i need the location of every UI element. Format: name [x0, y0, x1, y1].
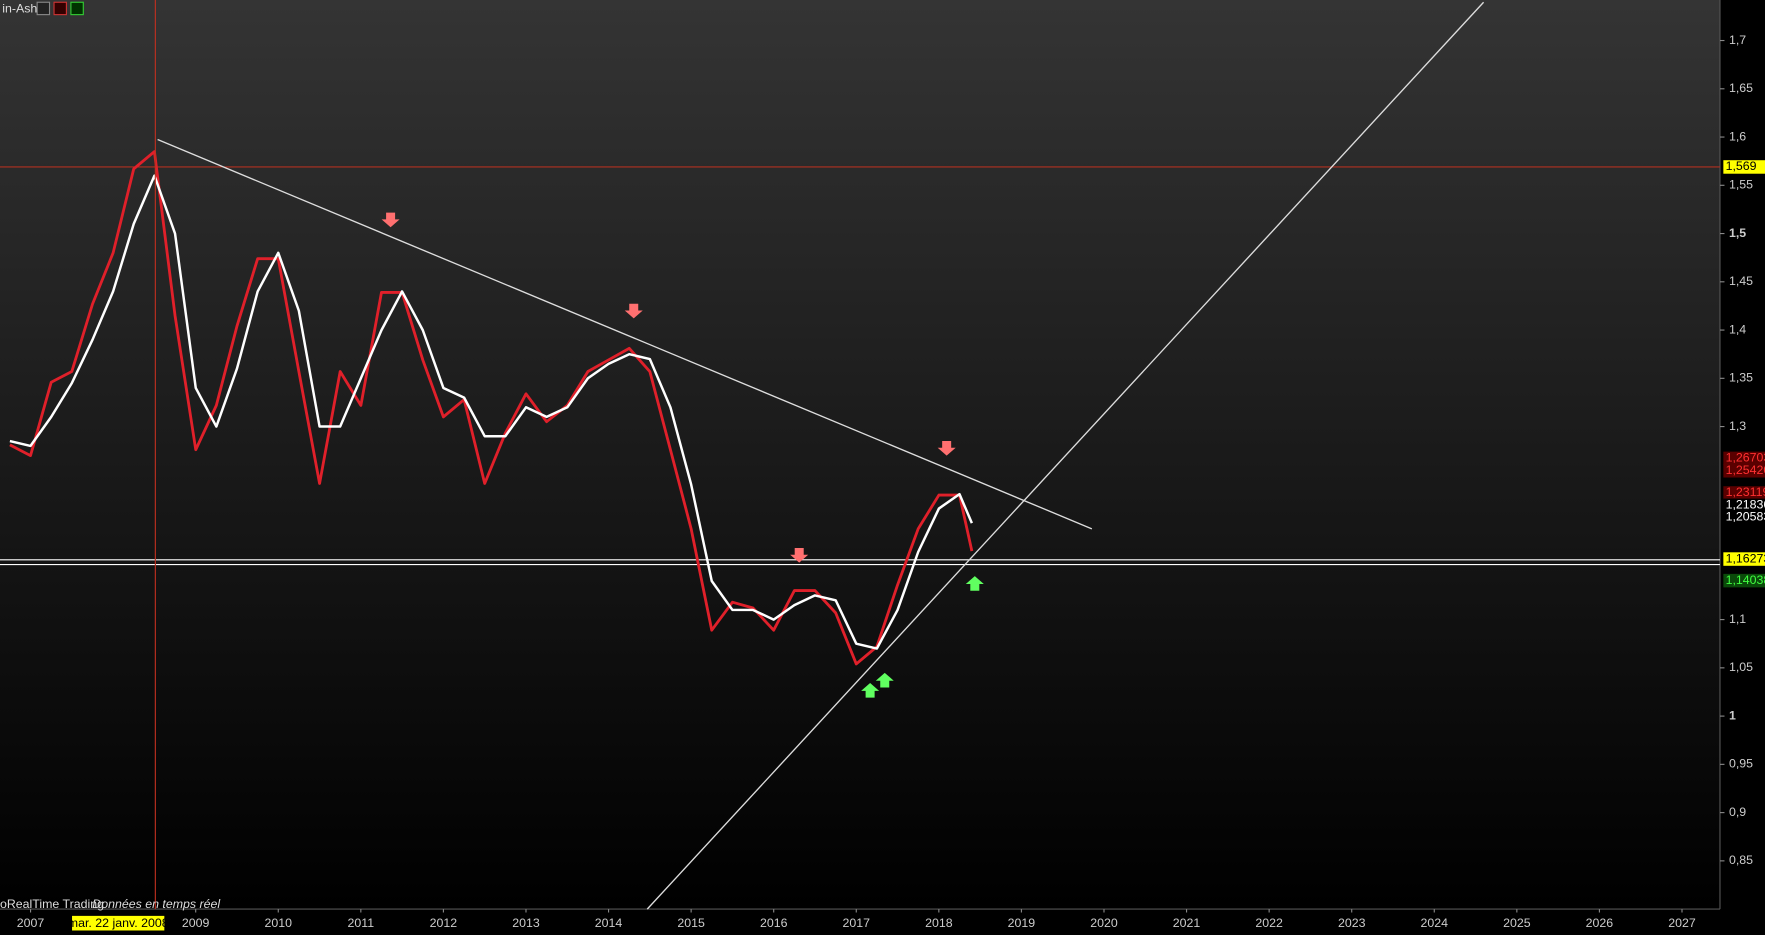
- price-label: 1,14038: [1726, 573, 1765, 587]
- price-label-box: [1723, 552, 1765, 566]
- price-label: 1,25420: [1726, 463, 1765, 477]
- x-tick-label: 2012: [430, 916, 458, 930]
- trend-line: [157, 138, 1093, 530]
- y-tick-label: 1,65: [1729, 81, 1753, 95]
- price-label-box: [1723, 160, 1765, 174]
- price-label: 1,20583: [1726, 510, 1765, 524]
- marks-layer: [0, 150, 1720, 666]
- up-arrows: [861, 576, 984, 698]
- x-tick-label: 2013: [512, 916, 540, 930]
- price-label-box: [1723, 464, 1765, 478]
- plot-background: [0, 0, 1720, 910]
- x-tick-label: 2025: [1503, 916, 1531, 930]
- x-tick-label: 2026: [1586, 916, 1614, 930]
- x-tick-label: 2019: [1008, 916, 1036, 930]
- crosshair-label: mar. 22 janv. 2008: [68, 916, 169, 930]
- expand-icon[interactable]: [70, 1, 84, 16]
- settings-icon[interactable]: [36, 1, 51, 16]
- y-tick-label: 1,45: [1729, 274, 1753, 288]
- y-tick-label: 0,95: [1729, 757, 1753, 771]
- price-label: 1,21836: [1726, 498, 1765, 512]
- down-arrow: [381, 212, 400, 228]
- y-tick-label: 1,1: [1729, 612, 1746, 626]
- y-tick-label: 1,7: [1729, 33, 1746, 47]
- price-series: [9, 150, 974, 666]
- y-tick-label: 1,35: [1729, 371, 1753, 385]
- price-label-box: [1723, 451, 1765, 466]
- y-tick-label: 1: [1729, 708, 1736, 722]
- footer-note: Données en temps réel: [92, 897, 221, 911]
- price-label-box: [1723, 573, 1765, 588]
- x-tick-label: 2023: [1338, 916, 1366, 930]
- price-label-box: [1723, 510, 1765, 525]
- up-arrow: [861, 682, 880, 698]
- y-tick-label: 0,85: [1729, 853, 1753, 867]
- y-tick-label: 1,05: [1729, 660, 1753, 674]
- price-label: 1,16273: [1726, 551, 1765, 565]
- x-tick-label: 2014: [595, 916, 623, 930]
- y-tick-label: 1,3: [1729, 419, 1746, 433]
- down-arrow: [937, 441, 956, 456]
- down-arrow: [790, 547, 809, 563]
- x-tick-label: 2007: [17, 916, 45, 930]
- y-tick-label: 0,9: [1729, 805, 1746, 819]
- x-tick-label: 2009: [182, 916, 210, 930]
- footer-brand: oRealTime Trading: [0, 897, 104, 911]
- up-arrow: [965, 576, 984, 591]
- x-tick-label: 2021: [1173, 916, 1201, 930]
- down-arrows: [381, 212, 956, 563]
- x-tick-label: 2011: [348, 916, 375, 930]
- x-tick-label: 2022: [1255, 916, 1283, 930]
- close-icon[interactable]: [53, 1, 67, 16]
- trend-line: [646, 1, 1485, 910]
- price-label-box: [1723, 486, 1765, 500]
- price-series: [9, 174, 974, 650]
- price-label: 1,23119: [1726, 485, 1765, 499]
- down-arrow: [624, 303, 643, 319]
- x-tick-label: 2027: [1668, 916, 1696, 930]
- y-tick-label: 1,55: [1729, 178, 1753, 192]
- y-tick-label: 1,4: [1729, 322, 1746, 336]
- y-tick-label: 1,5: [1729, 226, 1746, 240]
- x-tick-label: 2017: [843, 916, 871, 930]
- x-tick-label: 2016: [760, 916, 788, 930]
- x-tick-label: 2015: [677, 916, 705, 930]
- price-label: 1,569: [1726, 159, 1757, 173]
- y-tick-label: 1,6: [1729, 129, 1746, 143]
- up-arrow: [875, 672, 894, 688]
- price-label: 1,26703: [1726, 451, 1765, 465]
- x-tick-label: 2010: [265, 916, 293, 930]
- indicator-title: in-Ashi: [2, 1, 40, 15]
- x-tick-label: 2020: [1090, 916, 1118, 930]
- price-label-box: [1723, 498, 1765, 513]
- crosshair-label-box: [72, 915, 165, 931]
- x-tick-label: 2018: [925, 916, 953, 930]
- x-tick-label: 2024: [1421, 916, 1449, 930]
